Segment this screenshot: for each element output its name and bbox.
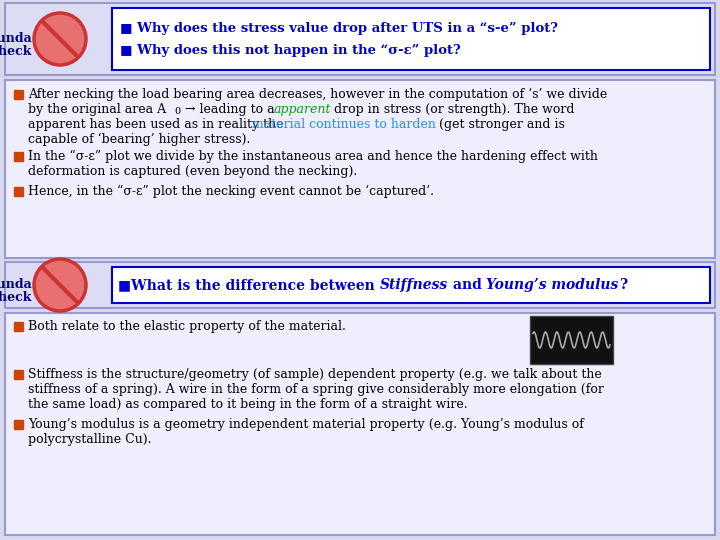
FancyBboxPatch shape <box>14 152 23 161</box>
Text: ?: ? <box>618 278 627 292</box>
Text: by the original area A: by the original area A <box>28 103 166 116</box>
Text: drop in stress (or strength). The word: drop in stress (or strength). The word <box>330 103 575 116</box>
Text: and: and <box>448 278 487 292</box>
Text: apparent has been used as in reality the: apparent has been used as in reality the <box>28 118 287 131</box>
Text: Young’s modulus: Young’s modulus <box>487 278 618 292</box>
Text: ■ Why does the stress value drop after UTS in a “s-e” plot?: ■ Why does the stress value drop after U… <box>120 22 558 35</box>
Text: Stiffness is the structure/geometry (of sample) dependent property (e.g. we talk: Stiffness is the structure/geometry (of … <box>28 368 602 381</box>
Text: → leading to a: → leading to a <box>181 103 279 116</box>
Text: ■ Why does this not happen in the “σ-ε” plot?: ■ Why does this not happen in the “σ-ε” … <box>120 44 461 57</box>
Circle shape <box>34 13 86 65</box>
Text: After necking the load bearing area decreases, however in the computation of ‘s’: After necking the load bearing area decr… <box>28 88 607 101</box>
FancyBboxPatch shape <box>530 316 613 364</box>
FancyBboxPatch shape <box>5 313 715 535</box>
Text: (get stronger and is: (get stronger and is <box>435 118 565 131</box>
Text: In the “σ-ε” plot we divide by the instantaneous area and hence the hardening ef: In the “σ-ε” plot we divide by the insta… <box>28 150 598 163</box>
Text: Check: Check <box>0 291 32 304</box>
Text: 0: 0 <box>174 107 180 116</box>
Circle shape <box>34 259 86 311</box>
FancyBboxPatch shape <box>14 90 23 99</box>
FancyBboxPatch shape <box>5 80 715 258</box>
Text: Stiffness: Stiffness <box>379 278 448 292</box>
Text: ■What is the difference between: ■What is the difference between <box>118 278 379 292</box>
Text: Both relate to the elastic property of the material.: Both relate to the elastic property of t… <box>28 320 346 333</box>
FancyBboxPatch shape <box>112 8 710 70</box>
FancyBboxPatch shape <box>5 3 715 75</box>
Text: deformation is captured (even beyond the necking).: deformation is captured (even beyond the… <box>28 165 357 178</box>
Text: Funda: Funda <box>0 32 32 45</box>
FancyBboxPatch shape <box>14 322 23 331</box>
Text: Young’s modulus is a geometry independent material property (e.g. Young’s modulu: Young’s modulus is a geometry independen… <box>28 418 584 431</box>
FancyBboxPatch shape <box>14 187 23 196</box>
Text: Funda: Funda <box>0 278 32 291</box>
Text: Check: Check <box>0 45 32 58</box>
Text: capable of ‘bearing’ higher stress).: capable of ‘bearing’ higher stress). <box>28 133 251 146</box>
FancyBboxPatch shape <box>112 267 710 303</box>
Text: apparent: apparent <box>274 103 331 116</box>
Text: Hence, in the “σ-ε” plot the necking event cannot be ‘captured’.: Hence, in the “σ-ε” plot the necking eve… <box>28 185 434 198</box>
FancyBboxPatch shape <box>5 262 715 308</box>
FancyBboxPatch shape <box>14 370 23 379</box>
Text: the same load) as compared to it being in the form of a straight wire.: the same load) as compared to it being i… <box>28 398 467 411</box>
FancyBboxPatch shape <box>14 420 23 429</box>
Text: material continues to harden: material continues to harden <box>252 118 436 131</box>
Text: polycrystalline Cu).: polycrystalline Cu). <box>28 433 151 446</box>
Text: stiffness of a spring). A wire in the form of a spring give considerably more el: stiffness of a spring). A wire in the fo… <box>28 383 604 396</box>
